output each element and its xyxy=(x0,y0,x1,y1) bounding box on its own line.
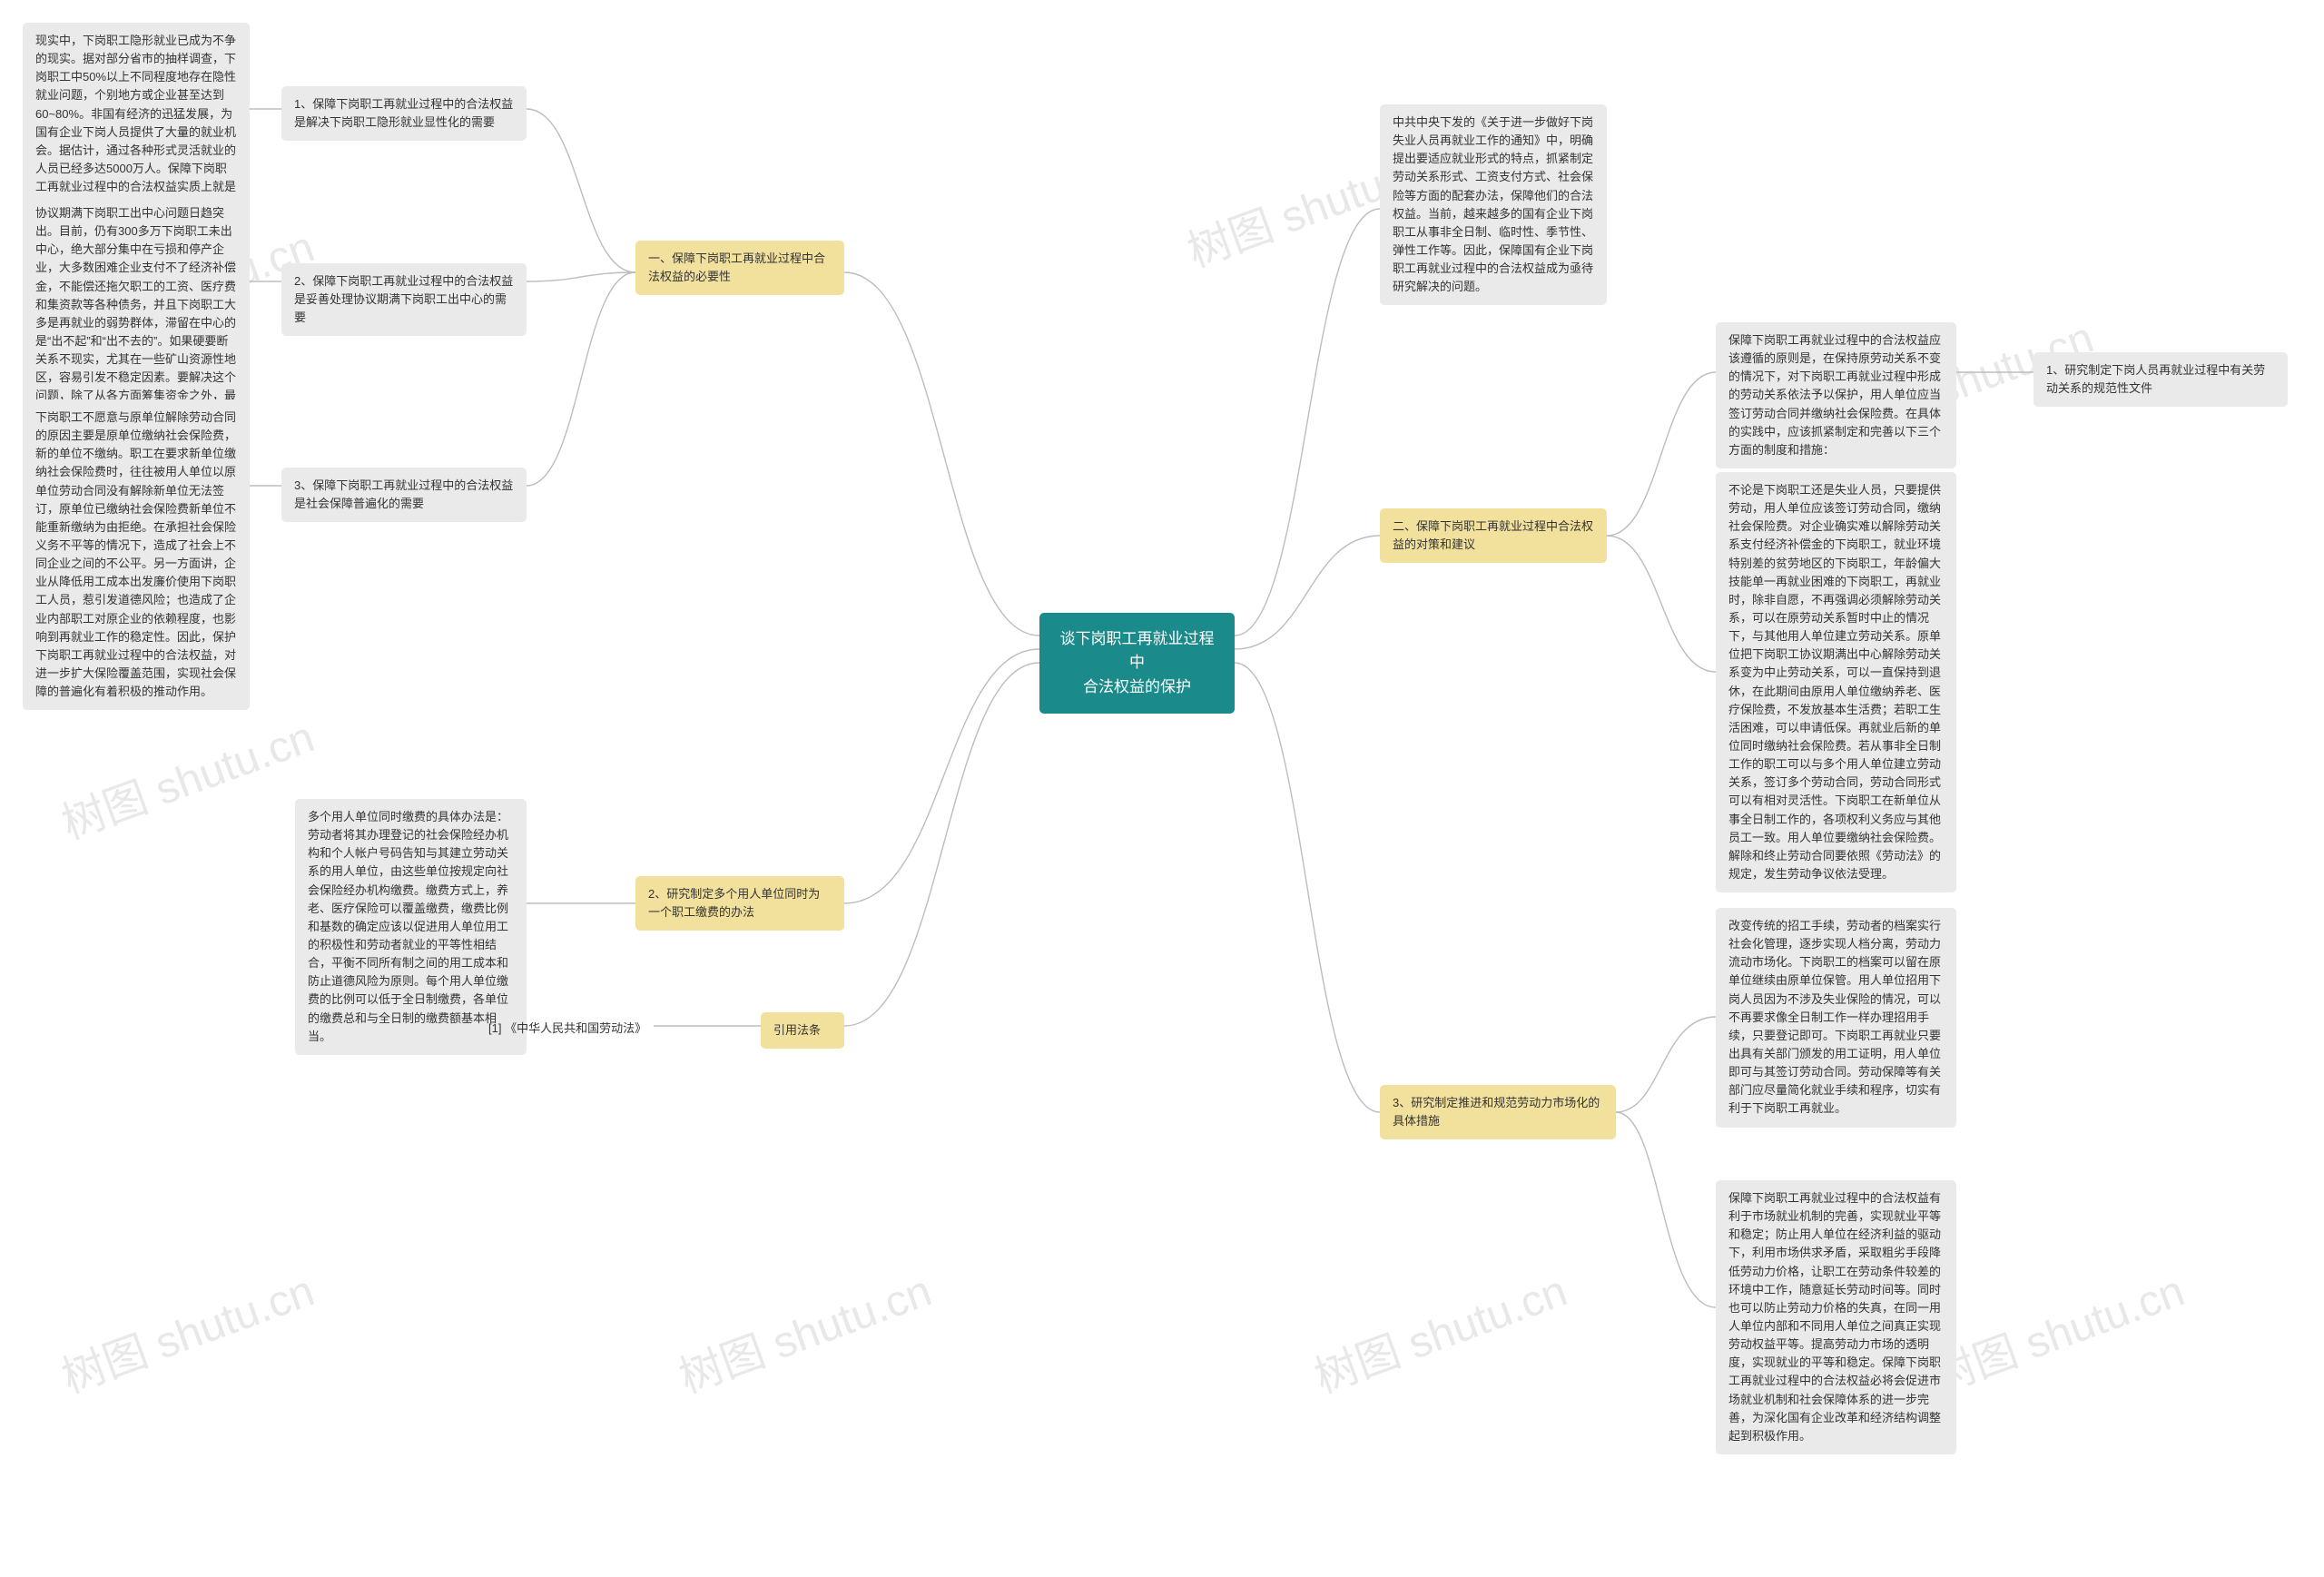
right-intro: 中共中央下发的《关于进一步做好下岗失业人员再就业工作的通知》中，明确提出要适应就… xyxy=(1380,104,1607,305)
left-b1-item1-label: 1、保障下岗职工再就业过程中的合法权益是解决下岗职工隐形就业显性化的需要 xyxy=(281,86,527,141)
connectors xyxy=(0,0,2324,1577)
right-branch2-title: 二、保障下岗职工再就业过程中合法权益的对策和建议 xyxy=(1380,508,1607,563)
watermark: 树图 shutu.cn xyxy=(669,1255,939,1405)
left-branch3-title: 引用法条 xyxy=(761,1012,844,1049)
center-line1: 谈下岗职工再就业过程中 xyxy=(1058,627,1216,675)
watermark: 树图 shutu.cn xyxy=(1305,1255,1574,1405)
left-branch3-body: [1] 《中华人民共和国劳动法》 xyxy=(481,1016,663,1041)
watermark: 树图 shutu.cn xyxy=(52,701,321,851)
watermark: 树图 shutu.cn xyxy=(52,1255,321,1405)
right-b2-item1-label: 1、研究制定下岗人员再就业过程中有关劳动关系的规范性文件 xyxy=(2034,352,2288,407)
right-b3-body2: 保障下岗职工再就业过程中的合法权益有利于市场就业机制的完善，实现就业平等和稳定；… xyxy=(1716,1180,1956,1454)
left-branch2-title: 2、研究制定多个用人单位同时为一个职工缴费的办法 xyxy=(635,876,844,931)
left-b1-item3-body: 下岗职工不愿意与原单位解除劳动合同的原因主要是原单位缴纳社会保险费，新的单位不缴… xyxy=(23,399,250,710)
center-node: 谈下岗职工再就业过程中 合法权益的保护 xyxy=(1039,613,1235,714)
right-b2-item1-body: 保障下岗职工再就业过程中的合法权益应该遵循的原则是，在保持原劳动关系不变的情况下… xyxy=(1716,322,1956,468)
right-b3-body1: 改变传统的招工手续，劳动者的档案实行社会化管理，逐步实现人档分离，劳动力流动市场… xyxy=(1716,908,1956,1128)
center-line2: 合法权益的保护 xyxy=(1058,675,1216,699)
left-b1-item3-label: 3、保障下岗职工再就业过程中的合法权益是社会保障普遍化的需要 xyxy=(281,468,527,522)
right-b2-item2-body: 不论是下岗职工还是失业人员，只要提供劳动，用人单位应该签订劳动合同，缴纳社会保险… xyxy=(1716,472,1956,892)
left-branch1-title: 一、保障下岗职工再就业过程中合法权益的必要性 xyxy=(635,241,844,295)
left-b1-item2-label: 2、保障下岗职工再就业过程中的合法权益是妥善处理协议期满下岗职工出中心的需要 xyxy=(281,263,527,336)
right-branch3-title: 3、研究制定推进和规范劳动力市场化的具体措施 xyxy=(1380,1085,1616,1139)
watermark: 树图 shutu.cn xyxy=(1922,1255,2191,1405)
